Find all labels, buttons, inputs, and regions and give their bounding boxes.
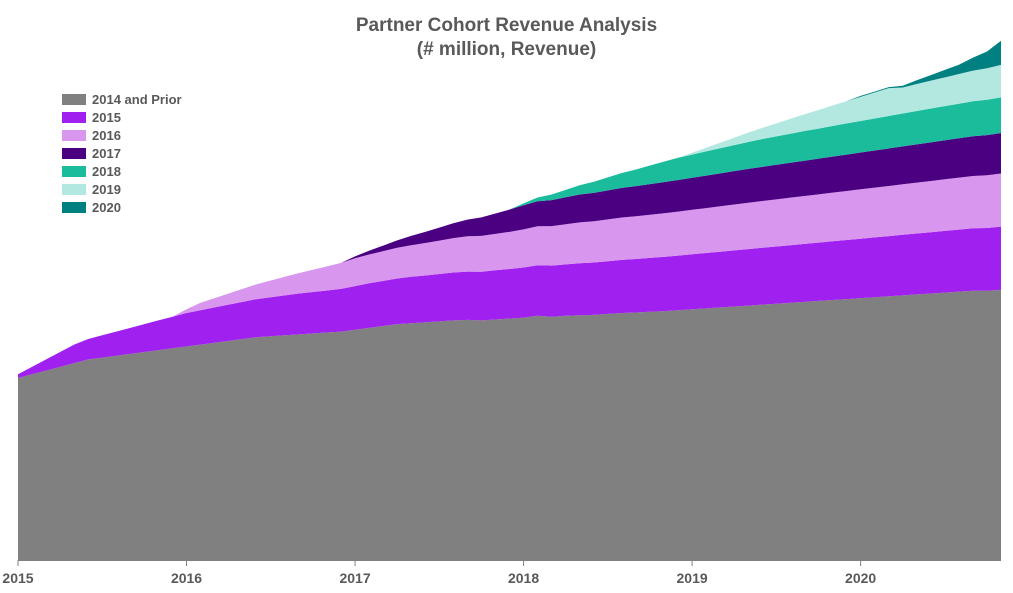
- legend-label: 2019: [92, 182, 121, 197]
- legend-swatch: [62, 94, 86, 105]
- x-tick-label: 2019: [677, 570, 708, 586]
- legend-swatch: [62, 184, 86, 195]
- chart-container: Partner Cohort Revenue Analysis (# milli…: [0, 0, 1013, 593]
- x-tick-label: 2020: [845, 570, 876, 586]
- legend-item-2015: 2015: [62, 110, 182, 125]
- legend-swatch: [62, 166, 86, 177]
- legend-label: 2016: [92, 128, 121, 143]
- x-tick-label: 2016: [171, 570, 202, 586]
- legend-swatch: [62, 130, 86, 141]
- legend-item-2020: 2020: [62, 200, 182, 215]
- legend-label: 2015: [92, 110, 121, 125]
- legend-item-2019: 2019: [62, 182, 182, 197]
- x-tick-label: 2015: [2, 570, 33, 586]
- legend-swatch: [62, 202, 86, 213]
- legend-item-2014-and-prior: 2014 and Prior: [62, 92, 182, 107]
- x-tick-label: 2017: [339, 570, 370, 586]
- legend-swatch: [62, 112, 86, 123]
- legend-label: 2020: [92, 200, 121, 215]
- x-tick-label: 2018: [508, 570, 539, 586]
- legend-label: 2014 and Prior: [92, 92, 182, 107]
- legend-item-2016: 2016: [62, 128, 182, 143]
- legend-label: 2017: [92, 146, 121, 161]
- legend: 2014 and Prior 2015 2016 2017 2018 2019 2020: [62, 92, 182, 218]
- legend-swatch: [62, 148, 86, 159]
- stacked-area-plot: [0, 0, 1013, 593]
- legend-label: 2018: [92, 164, 121, 179]
- legend-item-2017: 2017: [62, 146, 182, 161]
- legend-item-2018: 2018: [62, 164, 182, 179]
